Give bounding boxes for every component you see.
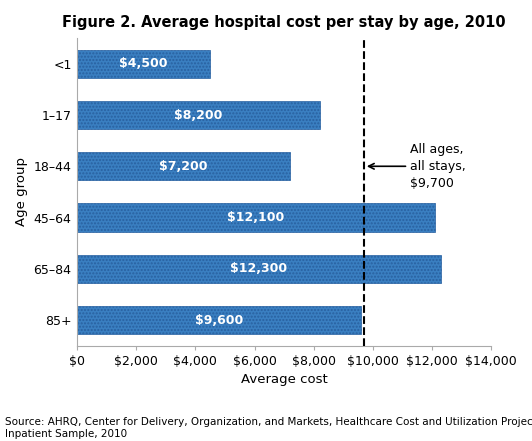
Bar [77,203,435,232]
Bar [77,152,290,180]
Bar [77,255,441,283]
Bar [77,306,361,334]
Bar [77,101,320,129]
Text: $12,100: $12,100 [227,211,285,224]
Bar [77,50,210,78]
Title: Figure 2. Average hospital cost per stay by age, 2010: Figure 2. Average hospital cost per stay… [62,15,506,30]
Text: $12,300: $12,300 [230,262,287,275]
Text: $8,200: $8,200 [174,108,222,122]
Text: Source: AHRQ, Center for Delivery, Organization, and Markets, Healthcare Cost an: Source: AHRQ, Center for Delivery, Organ… [5,417,532,439]
Y-axis label: Age group: Age group [15,157,28,226]
Text: $7,200: $7,200 [159,160,208,173]
Text: All ages,
all stays,
$9,700: All ages, all stays, $9,700 [410,143,466,190]
X-axis label: Average cost: Average cost [241,374,328,386]
Text: $9,600: $9,600 [195,314,243,327]
Text: $4,500: $4,500 [119,57,168,70]
